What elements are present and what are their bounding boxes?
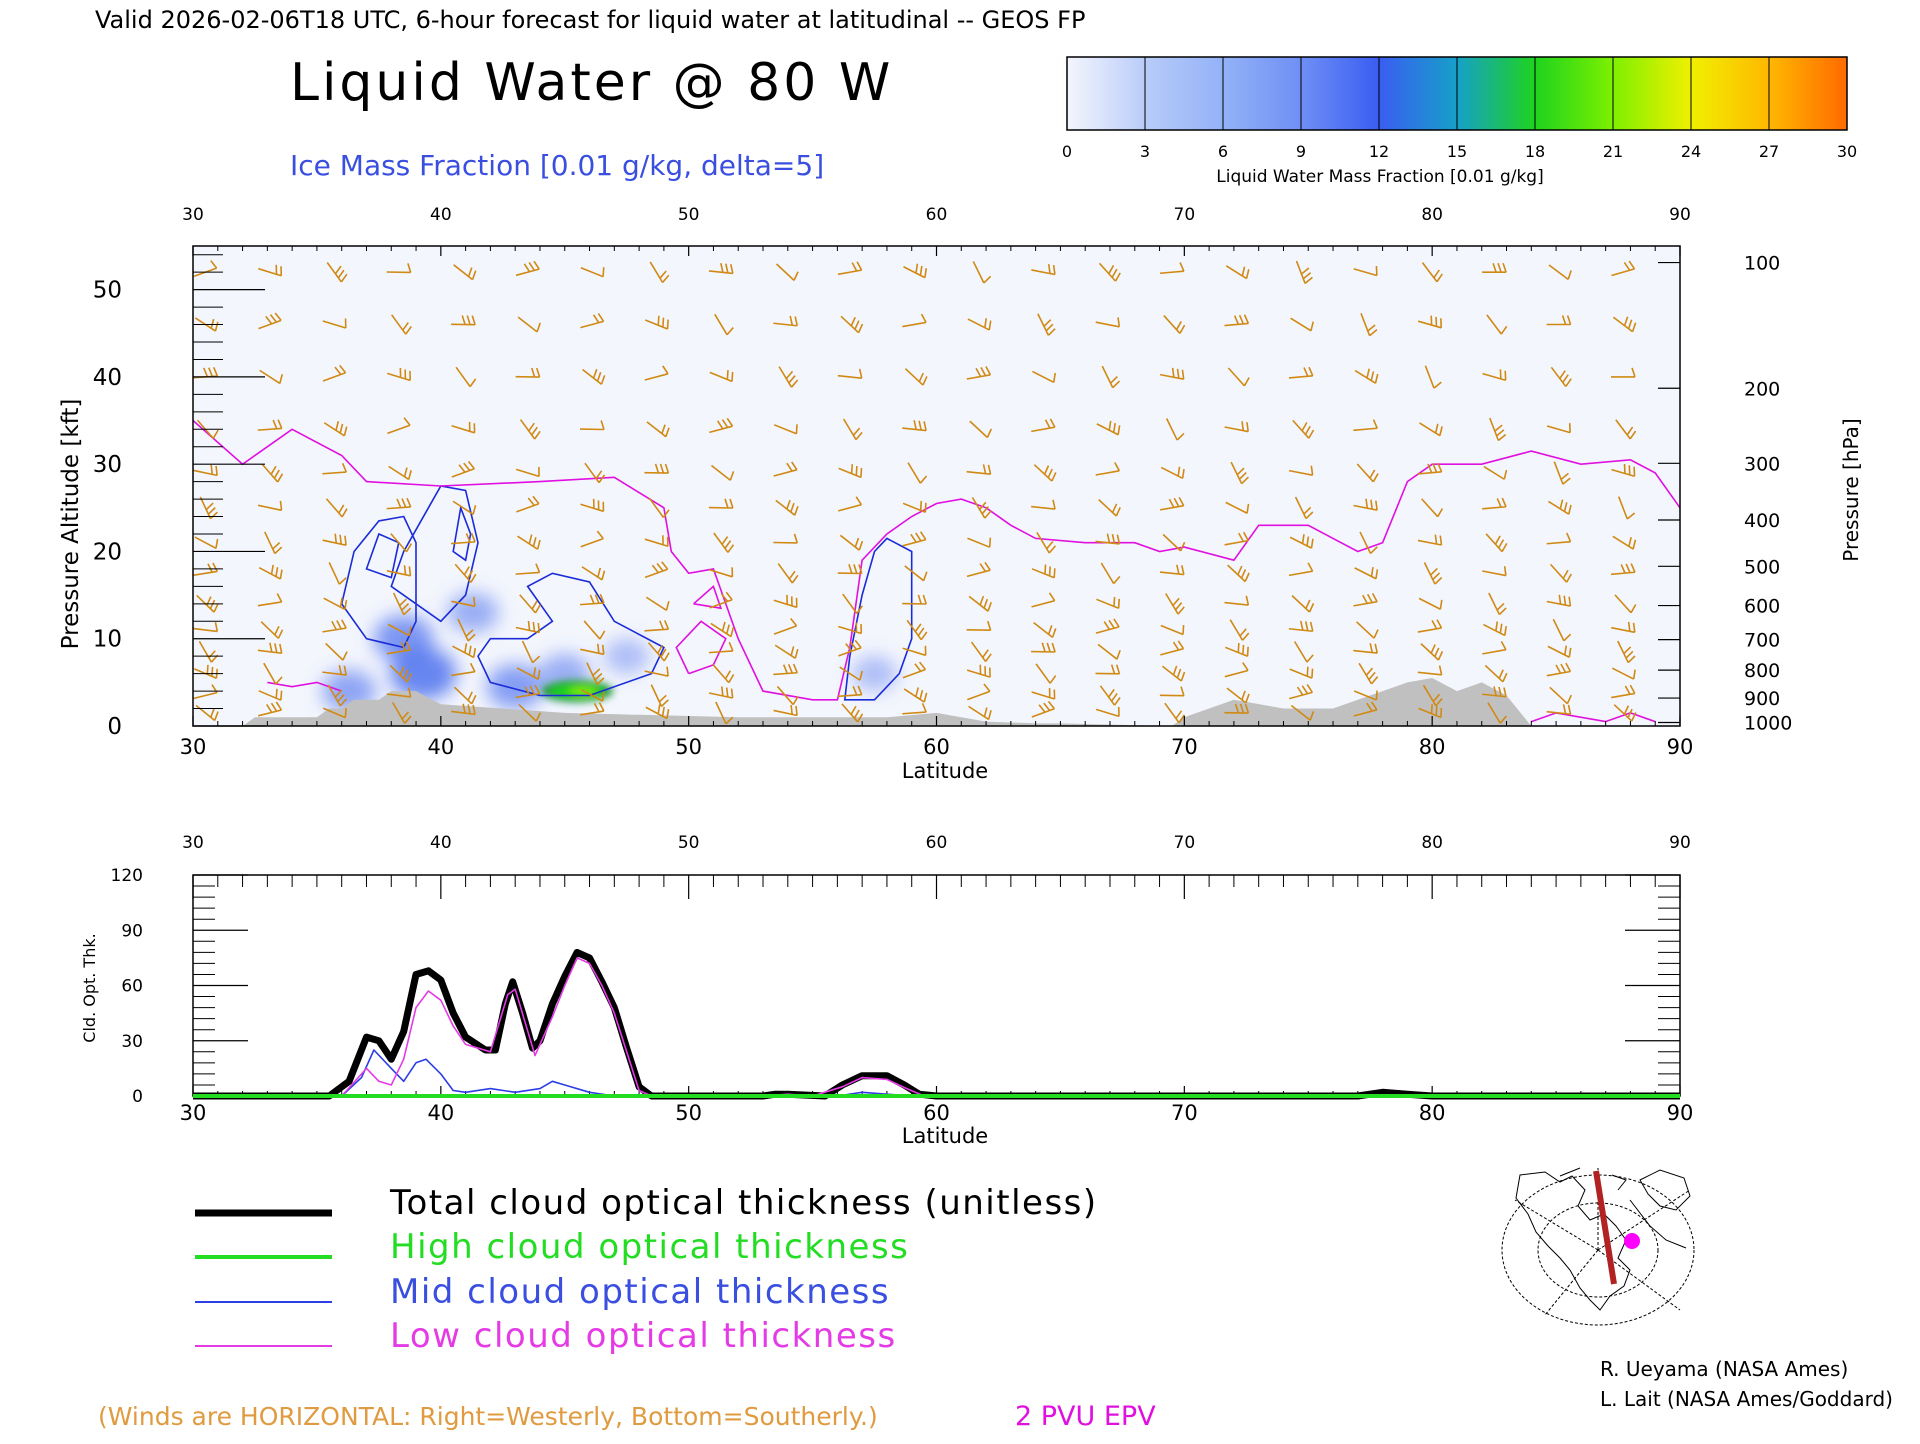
bottom-y-axis-label: Cld. Opt. Thk. bbox=[80, 933, 99, 1042]
bottom-y-tick-label: 0 bbox=[132, 1087, 143, 1107]
winds-note: (Winds are HORIZONTAL: Right=Westerly, B… bbox=[98, 1402, 878, 1431]
top-y-tick-label: 0 bbox=[107, 714, 122, 740]
optical-thickness-panel: 30 30 40 40 50 50 60 60 70 70 80 80 90 90 0 30 60 90 120 bbox=[111, 833, 1694, 1125]
ice-blob bbox=[604, 639, 649, 674]
top-x-tick-label-upper: 50 bbox=[678, 205, 700, 225]
credit-1: R. Ueyama (NASA Ames) bbox=[1600, 1357, 1848, 1381]
top-x-tick-label: 40 bbox=[427, 735, 454, 759]
colorbar-tick-label: 18 bbox=[1525, 142, 1545, 161]
colorbar-tick-label: 9 bbox=[1296, 142, 1306, 161]
top-x-axis-label: Latitude bbox=[902, 759, 988, 783]
top-x-tick-label: 60 bbox=[923, 735, 950, 759]
colorbar-tick-label: 3 bbox=[1140, 142, 1150, 161]
bottom-y-tick-label: 60 bbox=[121, 977, 143, 997]
bottom-x-tick-label-upper: 30 bbox=[182, 833, 204, 853]
top-x-tick-label: 50 bbox=[675, 735, 702, 759]
colorbar-tick-label: 15 bbox=[1447, 142, 1467, 161]
top-x-tick-label-upper: 70 bbox=[1174, 205, 1196, 225]
bottom-x-axis-label: Latitude bbox=[902, 1124, 988, 1148]
top-y-tick-label: 50 bbox=[93, 278, 122, 304]
pressure-tick-label: 400 bbox=[1744, 510, 1780, 532]
locator-point bbox=[1624, 1233, 1640, 1249]
bottom-y-tick-label: 30 bbox=[121, 1032, 143, 1052]
bottom-x-tick-label: 90 bbox=[1667, 1101, 1694, 1125]
pressure-tick-label: 600 bbox=[1744, 596, 1780, 618]
locator-map bbox=[1500, 1168, 1696, 1325]
pressure-tick-label: 100 bbox=[1744, 253, 1780, 275]
legend-label-mid: Mid cloud optical thickness bbox=[390, 1272, 890, 1312]
bottom-x-tick-label: 60 bbox=[923, 1101, 950, 1125]
top-y-tick-label: 20 bbox=[93, 539, 122, 565]
top-y-tick-label: 30 bbox=[93, 452, 122, 478]
pressure-tick-label: 500 bbox=[1744, 556, 1780, 578]
top-y-tick-label: 40 bbox=[93, 365, 122, 391]
top-x-tick-label: 80 bbox=[1419, 735, 1446, 759]
top-x-tick-label: 90 bbox=[1667, 735, 1694, 759]
bottom-x-tick-label-upper: 70 bbox=[1174, 833, 1196, 853]
colorbar-tick-label: 0 bbox=[1062, 142, 1072, 161]
top-x-tick-label-upper: 60 bbox=[926, 205, 948, 225]
cross-section-panel: 3030404050506060707080809090010203040501… bbox=[93, 205, 1793, 759]
bottom-x-tick-label-upper: 80 bbox=[1421, 833, 1443, 853]
bottom-y-tick-label: 120 bbox=[111, 866, 143, 886]
legend-label-total: Total cloud optical thickness (unitless) bbox=[389, 1183, 1098, 1223]
pvu-label: 2 PVU EPV bbox=[1015, 1401, 1156, 1432]
bottom-x-tick-label: 50 bbox=[675, 1101, 702, 1125]
bottom-x-tick-label-upper: 60 bbox=[926, 833, 948, 853]
pressure-tick-label: 900 bbox=[1744, 688, 1780, 710]
top-x-tick-label-upper: 40 bbox=[430, 205, 452, 225]
bottom-x-tick-label: 70 bbox=[1171, 1101, 1198, 1125]
colorbar-tick-label: 12 bbox=[1369, 142, 1389, 161]
bottom-y-tick-label: 90 bbox=[121, 921, 143, 941]
subtitle: Ice Mass Fraction [0.01 g/kg, delta=5] bbox=[290, 149, 824, 182]
colorbar-tick-label: 27 bbox=[1759, 142, 1779, 161]
ice-blob bbox=[448, 593, 499, 633]
credit-2: L. Lait (NASA Ames/Goddard) bbox=[1600, 1387, 1893, 1411]
colorbar: 0 3 6 9 12 15 18 21 24 27 30 bbox=[1062, 57, 1857, 161]
pressure-tick-label: 700 bbox=[1744, 630, 1780, 652]
pressure-tick-label: 1000 bbox=[1744, 713, 1792, 735]
bottom-x-tick-label: 80 bbox=[1419, 1101, 1446, 1125]
colorbar-tick-label: 24 bbox=[1681, 142, 1701, 161]
top-x-tick-label: 70 bbox=[1171, 735, 1198, 759]
bottom-x-tick-label: 30 bbox=[180, 1101, 207, 1125]
top-x-tick-label-upper: 30 bbox=[182, 205, 204, 225]
colorbar-tick-label: 30 bbox=[1837, 142, 1857, 161]
top-x-tick-label-upper: 90 bbox=[1669, 205, 1691, 225]
legend-label-high: High cloud optical thickness bbox=[390, 1227, 909, 1267]
top-y-tick-label: 10 bbox=[93, 627, 122, 653]
pressure-tick-label: 800 bbox=[1744, 660, 1780, 682]
bottom-x-tick-label-upper: 90 bbox=[1669, 833, 1691, 853]
pressure-axis-label: Pressure [hPa] bbox=[1839, 418, 1863, 561]
pressure-tick-label: 200 bbox=[1744, 378, 1780, 400]
pressure-tick-label: 300 bbox=[1744, 453, 1780, 475]
bottom-x-tick-label-upper: 50 bbox=[678, 833, 700, 853]
top-x-tick-label: 30 bbox=[180, 735, 207, 759]
legend: Total cloud optical thickness (unitless)… bbox=[195, 1183, 1098, 1356]
colorbar-label: Liquid Water Mass Fraction [0.01 g/kg] bbox=[1216, 167, 1543, 187]
legend-label-low: Low cloud optical thickness bbox=[390, 1316, 897, 1356]
valid-line: Valid 2026-02-06T18 UTC, 6-hour forecast… bbox=[95, 6, 1085, 34]
page-title: Liquid Water @ 80 W bbox=[290, 53, 893, 113]
bottom-x-tick-label: 40 bbox=[427, 1101, 454, 1125]
colorbar-tick-label: 21 bbox=[1603, 142, 1623, 161]
bottom-x-tick-label-upper: 40 bbox=[430, 833, 452, 853]
colorbar-tick-label: 6 bbox=[1218, 142, 1228, 161]
top-y-axis-label: Pressure Altitude [kft] bbox=[58, 399, 84, 650]
top-x-tick-label-upper: 80 bbox=[1421, 205, 1443, 225]
